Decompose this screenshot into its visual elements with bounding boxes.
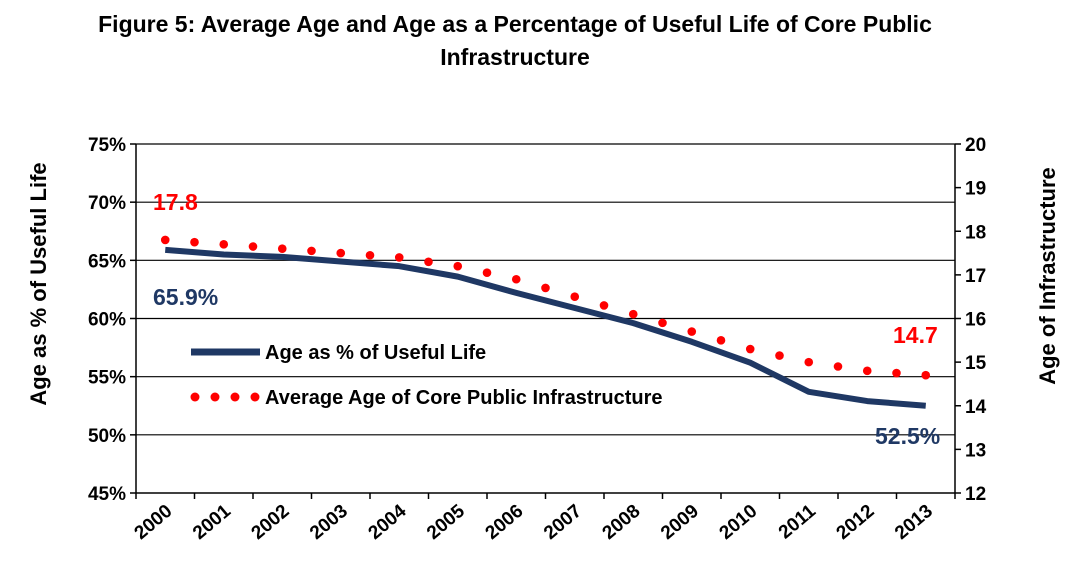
gridlines	[136, 143, 955, 436]
legend-swatch-average-age	[190, 392, 260, 402]
right-tick-label: 16	[965, 310, 986, 331]
x-tick-label: 2010	[716, 501, 762, 544]
series-dot-average-age-17	[658, 318, 667, 328]
x-tick-label: 2004	[365, 500, 411, 544]
left-tick-label: 70%	[88, 193, 126, 214]
series-dot-average-age-24	[862, 366, 872, 376]
series-dot-average-age-13	[541, 283, 550, 293]
right-axis-ticks: 12 13 14 15 16 17 18 19 20	[955, 135, 987, 505]
x-tick-label: 2011	[775, 500, 820, 543]
x-tick-label: 2009	[657, 501, 703, 544]
legend: Age as % of Useful Life Average Age of C…	[190, 342, 663, 409]
callout-right-end: 14.7	[893, 322, 938, 348]
series-dot-average-age-23	[833, 362, 843, 371]
left-tick-label: 50%	[88, 426, 126, 447]
right-tick-label: 14	[965, 397, 987, 418]
callout-left-end: 52.5%	[875, 423, 940, 449]
legend-label-average-age: Average Age of Core Public Infrastructur…	[265, 387, 663, 409]
series-dot-average-age-4	[277, 244, 287, 253]
series-dot-average-age-1	[190, 237, 199, 247]
series-dot-average-age-20	[745, 344, 755, 354]
legend-dot-3	[250, 392, 260, 402]
series-dot-average-age-18	[687, 327, 697, 336]
series-dot-average-age-9	[424, 257, 433, 267]
series-dot-average-age-19	[716, 336, 726, 345]
series-dot-average-age-7	[365, 250, 375, 260]
x-tick-label: 2001	[189, 500, 235, 544]
right-axis-title: Age of Infrastructure	[1035, 167, 1060, 385]
left-tick-label: 75%	[88, 135, 126, 156]
left-axis-title: Age as % of Useful Life	[26, 162, 51, 405]
series-dot-average-age-0	[160, 235, 170, 245]
series-dot-average-age-8	[394, 253, 404, 262]
series-dot-average-age-6	[336, 248, 346, 258]
chart-title-line-1: Figure 5: Average Age and Age as a Perce…	[98, 11, 932, 37]
left-tick-label: 55%	[88, 368, 126, 389]
series-dot-average-age-2	[219, 240, 229, 249]
x-tick-label: 2006	[482, 501, 528, 544]
right-tick-label: 13	[965, 440, 986, 461]
series-dot-average-age-15	[599, 301, 609, 310]
x-tick-label: 2005	[423, 500, 469, 544]
callout-right-start: 17.8	[153, 189, 198, 215]
x-tick-label: 2012	[833, 501, 879, 544]
legend-dot-2	[230, 392, 240, 402]
chart-title: Figure 5: Average Age and Age as a Perce…	[0, 8, 1030, 74]
right-tick-label: 15	[965, 353, 987, 374]
series-dot-average-age-25	[892, 368, 901, 378]
series-dot-average-age-21	[775, 351, 784, 360]
left-axis-ticks: 45% 50% 55% 60% 65% 70% 75%	[88, 135, 136, 505]
series-group	[160, 235, 931, 409]
series-dot-average-age-12	[511, 274, 521, 284]
right-tick-label: 12	[965, 484, 986, 505]
x-tick-label: 2008	[599, 501, 645, 544]
series-dot-average-age-22	[804, 357, 814, 367]
series-dot-average-age-16	[628, 309, 638, 319]
x-tick-label: 2007	[540, 501, 586, 544]
left-tick-label: 45%	[88, 484, 126, 505]
series-dot-average-age-3	[248, 242, 258, 251]
series-dot-average-age-11	[482, 268, 492, 277]
x-tick-label: 2002	[248, 501, 294, 544]
right-tick-label: 18	[965, 222, 986, 243]
legend-dot-1	[210, 392, 220, 402]
chart-title-line-2: Infrastructure	[440, 44, 590, 70]
legend-label-useful-life: Age as % of Useful Life	[265, 342, 486, 364]
right-tick-label: 19	[965, 179, 986, 200]
left-tick-label: 60%	[88, 310, 126, 331]
right-tick-label: 20	[965, 135, 986, 156]
x-tick-label: 2000	[131, 501, 177, 544]
callout-left-start: 65.9%	[153, 284, 218, 310]
legend-dot-0	[190, 392, 200, 402]
series-dot-average-age-10	[453, 261, 463, 271]
x-axis-ticks: 2000 2001 2002 2003 2004 2005 2006 2007 2008 2009…	[131, 493, 956, 544]
x-tick-label: 2013	[891, 501, 937, 544]
x-tick-label: 2003	[306, 501, 352, 544]
right-tick-label: 17	[965, 266, 986, 287]
series-dot-average-age-26	[921, 370, 931, 380]
series-dot-average-age-5	[307, 246, 316, 256]
series-dot-average-age-14	[570, 292, 580, 301]
left-tick-label: 65%	[88, 251, 126, 272]
series-line-useful-life	[165, 246, 926, 409]
